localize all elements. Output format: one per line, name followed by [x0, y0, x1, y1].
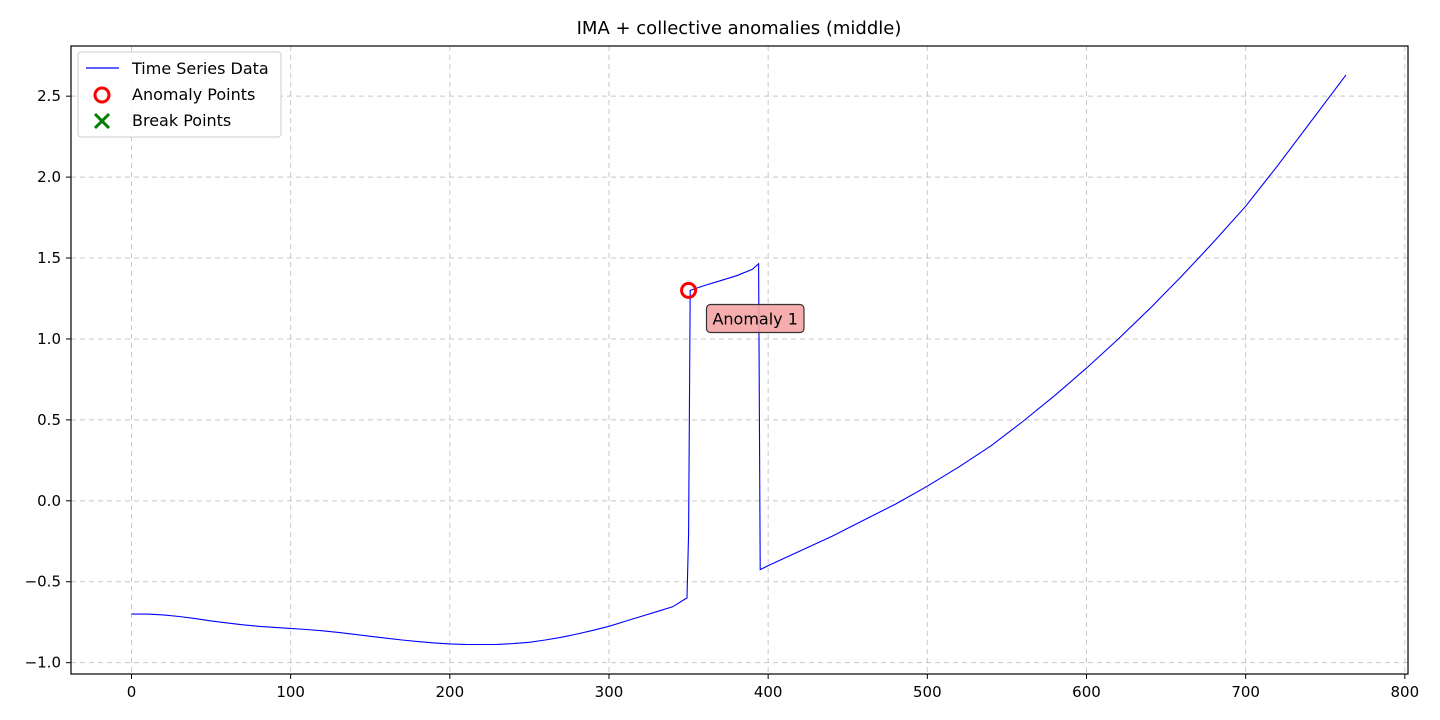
- x-tick-label: 800: [1390, 683, 1419, 701]
- grid: [71, 46, 1408, 674]
- legend-label-anomaly: Anomaly Points: [132, 85, 255, 104]
- anomaly-point: [680, 281, 698, 299]
- x-tick-label: 500: [913, 683, 942, 701]
- x-tick-label: 600: [1072, 683, 1101, 701]
- x-tick-label: 700: [1231, 683, 1260, 701]
- y-tick-label: 2.5: [37, 87, 61, 105]
- legend-label-break: Break Points: [132, 111, 231, 130]
- legend: Time Series Data Anomaly Points Break Po…: [77, 51, 282, 138]
- y-tick-label: −0.5: [25, 573, 61, 591]
- y-tick-label: 0.0: [37, 492, 61, 510]
- y-tick-label: 0.5: [37, 411, 61, 429]
- legend-anomaly-marker: [93, 86, 111, 104]
- x-tick-label: 100: [276, 683, 305, 701]
- legend-box: [77, 51, 282, 138]
- chart-title: IMA + collective anomalies (middle): [577, 18, 902, 39]
- legend-label-series: Time Series Data: [131, 59, 269, 78]
- series-line: [131, 74, 1347, 646]
- annotation: Anomaly 1: [705, 303, 805, 334]
- x-tick-label: 0: [127, 683, 137, 701]
- x-tick-label: 400: [754, 683, 783, 701]
- legend-break-marker: [93, 112, 111, 130]
- y-tick-label: 1.5: [37, 249, 61, 267]
- plot-area: Anomaly 1: [131, 74, 1347, 646]
- y-tick-label: −1.0: [25, 654, 61, 672]
- axes-frame: [70, 45, 1409, 675]
- y-tick-label: 2.0: [37, 168, 61, 186]
- annotation-box: [705, 303, 805, 334]
- x-tick-label: 300: [595, 683, 624, 701]
- annotation-label: Anomaly 1: [712, 310, 797, 329]
- y-tick-label: 1.0: [37, 330, 61, 348]
- x-tick-label: 200: [435, 683, 464, 701]
- ticks: 0 100 200 300 400 500 600 700 800 −1.0 −0.5 0.0 0.5 1…: [25, 87, 1420, 701]
